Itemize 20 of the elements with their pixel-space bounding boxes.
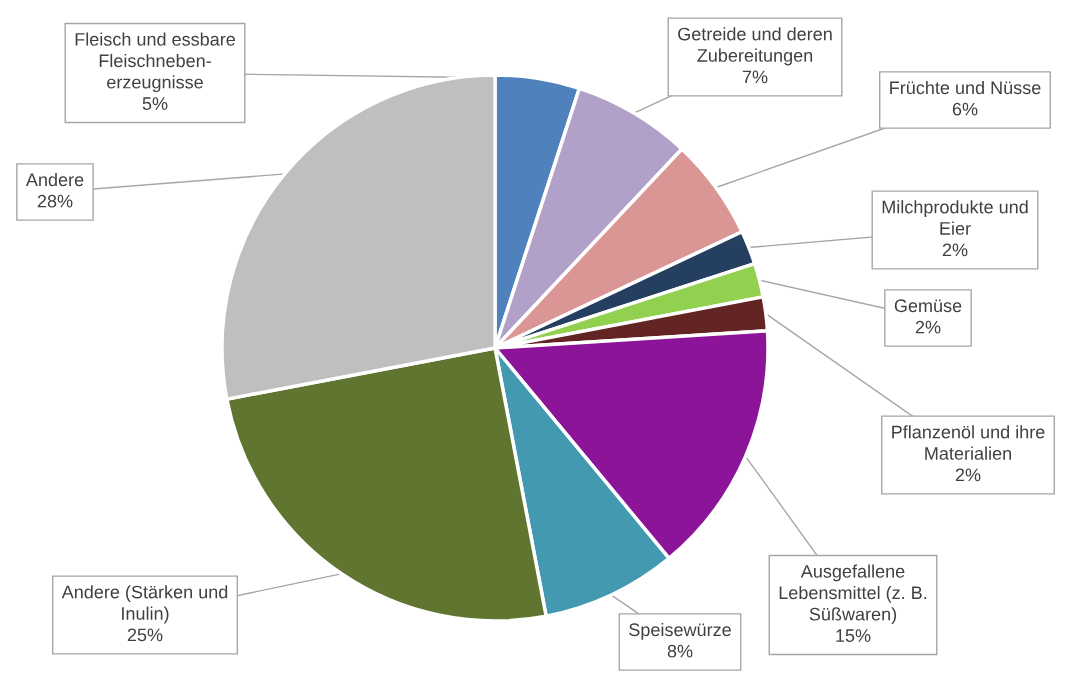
slice-label: Gemüse	[894, 299, 962, 313]
data-label: 2%	[915, 320, 941, 334]
slice-label: Getreide und deren Zubereitungen	[678, 27, 832, 66]
data-label: 15%	[836, 629, 871, 642]
data-label: 5%	[142, 97, 168, 110]
slice-label: Pflanzenöl und ihre Materialien	[892, 425, 1045, 460]
data-label: 28%	[37, 194, 73, 208]
data-label: 6%	[952, 102, 978, 116]
data-label: 2%	[942, 243, 968, 257]
slice-label: Fleisch und essbare Fleischneben- erzeugnisse	[75, 32, 235, 93]
data-label: 25%	[127, 628, 163, 642]
slice-label: Andere (Stärken und Inulin)	[61, 585, 228, 624]
data-label: 8%	[667, 644, 693, 658]
slice-label: Speisewürze	[629, 622, 731, 640]
slice-label: Ausgefallene Lebensmittel (z. B. Süßwaren)	[779, 564, 927, 625]
slice-label: Milchprodukte und Eier	[882, 200, 1028, 235]
data-label: 2%	[955, 468, 981, 482]
slice-label: Andere	[25, 172, 84, 187]
slice-label: Früchte und Nüsse	[890, 80, 1041, 95]
data-label: 7%	[742, 70, 768, 84]
